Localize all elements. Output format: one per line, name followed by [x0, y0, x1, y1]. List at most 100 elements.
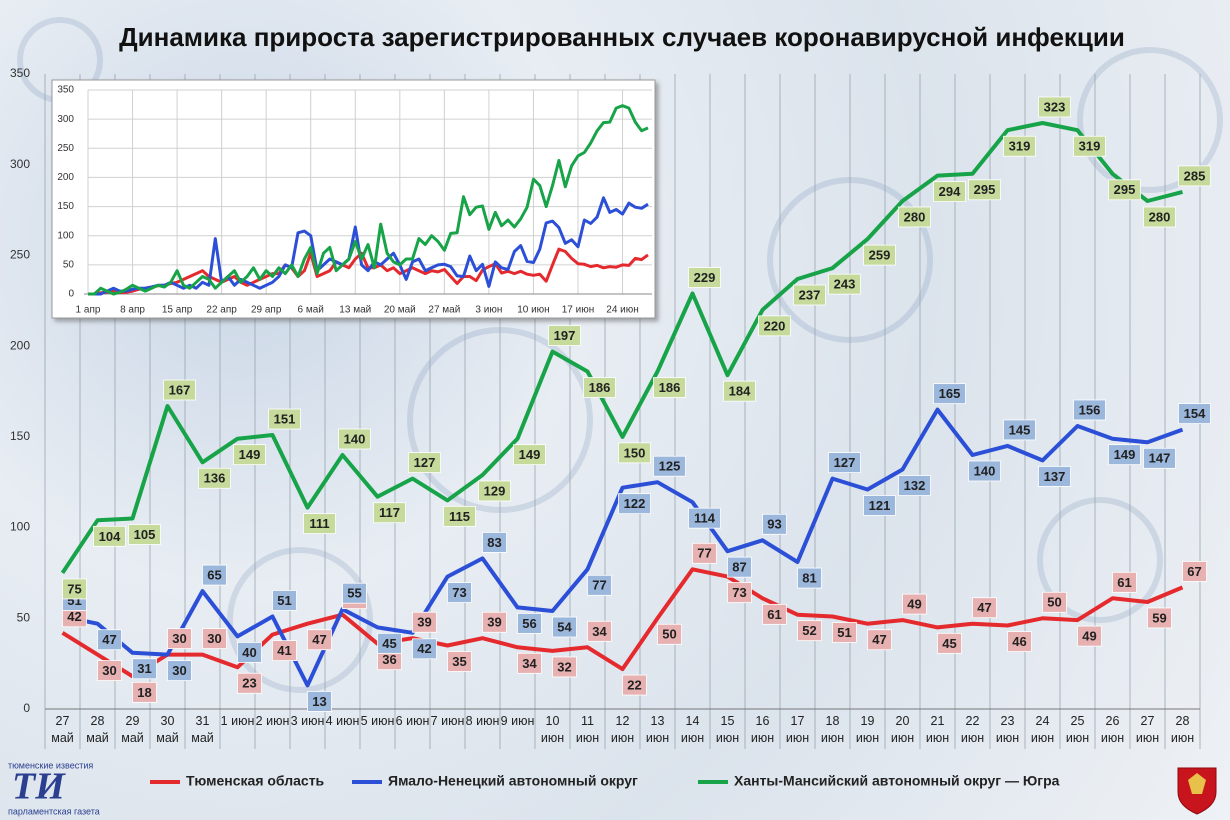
data-label-box: [587, 620, 612, 642]
y-tick-label: 100: [57, 230, 74, 241]
inset-frame: [51, 79, 656, 319]
data-label-box: [268, 408, 301, 430]
data-label: 61: [767, 607, 781, 622]
data-label-box: [237, 672, 262, 694]
data-label: 125: [659, 459, 681, 474]
data-label: 45: [382, 636, 396, 651]
data-label-box: [937, 632, 962, 654]
data-label-box: [342, 582, 367, 604]
data-label: 40: [242, 645, 256, 660]
data-label: 259: [869, 248, 891, 263]
data-label-box: [828, 273, 861, 295]
x-tick-label: 15 июн: [715, 714, 740, 745]
logo-bottom: парламентская газета: [8, 806, 100, 816]
data-label: 52: [802, 623, 816, 638]
x-tick-label: 9 июн: [500, 714, 535, 728]
y-tick-label: 300: [10, 157, 30, 171]
x-tick-label: 20 май: [384, 305, 416, 316]
data-label: 55: [347, 586, 361, 601]
data-label: 39: [417, 615, 431, 630]
data-label: 30: [102, 663, 116, 678]
data-label: 30: [172, 663, 186, 678]
data-label-box: [1143, 447, 1176, 469]
x-tick-label: 20 июн: [890, 714, 915, 745]
data-label-box: [797, 567, 822, 589]
x-tick-label: 17 июн: [562, 305, 595, 316]
data-label: 47: [977, 600, 991, 615]
data-label-box: [482, 611, 507, 633]
chart-title: Динамика прироста зарегистрированных слу…: [119, 22, 1125, 52]
data-label-box: [692, 542, 717, 564]
data-label-box: [1003, 135, 1036, 157]
data-label-box: [688, 507, 721, 529]
data-label: 140: [974, 463, 996, 478]
data-label-box: [622, 674, 647, 696]
data-label: 46: [1012, 634, 1026, 649]
data-label-box: [202, 564, 227, 586]
data-label: 294: [939, 184, 961, 199]
data-label-box: [447, 651, 472, 672]
data-label-box: [867, 629, 892, 651]
data-label-box: [1042, 591, 1067, 613]
data-label-box: [727, 582, 752, 603]
data-label: 114: [694, 511, 716, 526]
logo-top: тюменские известия: [8, 760, 93, 770]
legend-label: Ямало-Ненецкий автономный округ: [388, 773, 638, 789]
data-label: 49: [1082, 629, 1096, 644]
data-label: 147: [1149, 451, 1171, 466]
data-label: 51: [837, 625, 851, 640]
data-label-box: [478, 480, 511, 502]
x-tick-label: 16 июн: [750, 714, 775, 745]
data-label-box: [447, 582, 472, 603]
data-label-box: [307, 629, 332, 651]
data-label: 87: [732, 560, 746, 575]
data-label: 31: [137, 661, 151, 676]
y-tick-label: 300: [57, 114, 74, 125]
data-label-box: [237, 642, 262, 663]
y-tick-label: 350: [57, 85, 74, 96]
x-tick-label: 27 май: [51, 714, 74, 745]
data-label: 149: [519, 447, 541, 462]
data-label: 117: [379, 505, 400, 520]
data-label: 243: [834, 277, 856, 292]
x-tick-label: 30 май: [156, 714, 179, 745]
data-label-box: [1077, 625, 1102, 647]
y-tick-label: 200: [10, 338, 30, 352]
data-label-box: [1038, 466, 1071, 487]
x-tick-label: 31 май: [191, 714, 214, 745]
x-tick-label: 7 июн: [430, 714, 465, 728]
x-tick-label: 22 июн: [960, 714, 985, 745]
x-tick-label: 10 июн: [517, 305, 550, 316]
data-label: 184: [729, 384, 751, 399]
data-label: 56: [522, 616, 536, 631]
data-label-box: [1178, 403, 1211, 425]
data-label-box: [1178, 165, 1211, 187]
data-label-box: [657, 623, 682, 645]
data-label-box: [583, 377, 616, 398]
data-label-box: [167, 660, 192, 681]
data-label: 229: [694, 270, 716, 285]
data-label-box: [902, 593, 927, 615]
legend: Тюменская область Ямало-Ненецкий автономн…: [150, 773, 1060, 789]
data-label: 23: [242, 676, 256, 691]
data-label: 77: [697, 546, 711, 561]
data-label-box: [968, 460, 1001, 482]
data-label: 39: [487, 615, 501, 630]
legend-label: Ханты-Мансийский автономный округ — Югра: [734, 773, 1060, 789]
data-label: 167: [169, 382, 191, 397]
data-label: 42: [417, 641, 431, 656]
data-label: 319: [1009, 139, 1031, 154]
data-label-box: [1073, 135, 1106, 157]
logo: тюменские известия ТИ парламентская газе…: [8, 760, 100, 816]
data-label: 30: [172, 631, 186, 646]
data-label: 323: [1044, 99, 1066, 114]
x-tick-label: 15 апр: [162, 305, 193, 316]
series-line: [88, 104, 649, 296]
data-label-box: [202, 628, 227, 649]
data-label-box: [443, 505, 476, 527]
main-chart: 0501001502002503003504230183030234147523…: [10, 66, 1211, 789]
x-tick-label: 18 июн: [820, 714, 845, 745]
x-tick-label: 17 июн: [785, 714, 810, 745]
x-tick-label: 3 июн: [290, 714, 325, 728]
data-label: 151: [274, 411, 296, 426]
